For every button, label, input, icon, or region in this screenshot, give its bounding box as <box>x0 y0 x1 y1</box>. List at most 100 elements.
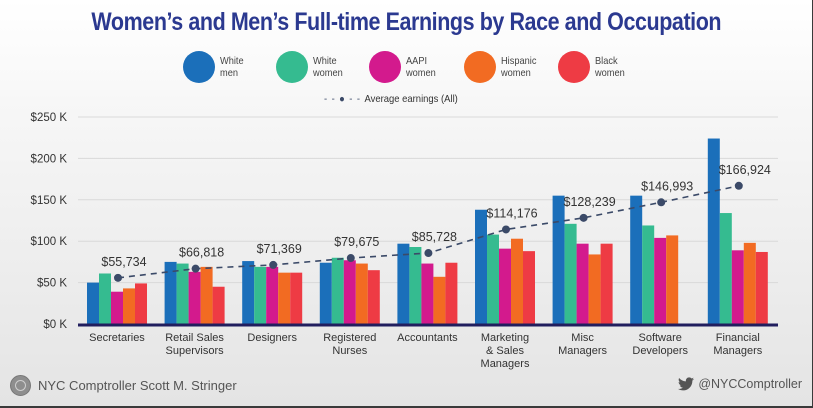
bar <box>511 238 523 324</box>
x-tick-label-line: & Sales <box>486 345 524 357</box>
x-tick-label: Registered Nurses <box>323 332 376 357</box>
bar <box>331 257 344 324</box>
bar <box>87 282 99 324</box>
legend-swatch-icon <box>464 51 496 83</box>
bar <box>588 254 601 324</box>
average-value-label: $166,924 <box>719 163 771 177</box>
x-tick-label-line: Accountants <box>397 332 458 344</box>
average-point <box>114 273 122 282</box>
x-tick-label: Retail Sales Supervisors <box>165 332 224 357</box>
legend-label: Black women <box>595 55 625 79</box>
chart-title: Women’s and Men’s Full-time Earnings by … <box>91 8 722 36</box>
y-tick-label: $50 K <box>37 278 67 290</box>
legend-label: White men <box>220 55 244 79</box>
legend-swatch-icon <box>369 51 401 83</box>
bar <box>242 261 255 324</box>
x-tick-label-line: Managers <box>481 358 530 370</box>
bar <box>499 248 511 324</box>
bar <box>630 195 643 324</box>
x-tick-label-line: Registered <box>323 332 376 344</box>
y-tick-label: $150 K <box>31 195 68 207</box>
bar-group <box>630 195 679 324</box>
bar <box>743 242 756 324</box>
average-point <box>502 225 510 234</box>
bar <box>278 272 291 324</box>
legend-label: AAPI women <box>406 55 436 79</box>
x-tick-label-line: Nurses <box>332 345 367 357</box>
bar <box>212 286 225 324</box>
bar-group <box>164 261 225 324</box>
bar <box>445 262 458 324</box>
bar <box>487 234 499 324</box>
x-tick-label-line: Managers <box>558 345 607 357</box>
average-value-label: $79,675 <box>334 235 379 249</box>
bar <box>290 272 303 324</box>
average-point <box>579 213 588 222</box>
average-value-label: $128,239 <box>564 195 616 209</box>
bar <box>433 276 446 324</box>
average-value-label: $66,818 <box>179 246 224 260</box>
legend-average-label: Average earnings (All) <box>364 93 458 105</box>
average-value-label: $85,728 <box>412 230 457 244</box>
legend-swatch-icon <box>276 51 308 83</box>
average-value-label: $71,369 <box>257 242 302 256</box>
average-point <box>269 260 278 269</box>
bar <box>719 213 732 324</box>
bar <box>319 262 332 324</box>
average-point <box>734 181 743 190</box>
x-tick-label-line: Developers <box>632 345 688 357</box>
bar <box>642 225 655 324</box>
bar <box>164 261 177 324</box>
bar <box>254 266 267 324</box>
bar <box>111 291 123 324</box>
footer-organization: NYC Comptroller Scott M. Stringer <box>10 374 237 396</box>
y-tick-label: $250 K <box>31 112 68 124</box>
x-tick-label-line: Financial <box>716 332 760 344</box>
bar <box>564 223 577 324</box>
bar <box>731 250 744 324</box>
bar <box>409 246 422 324</box>
bar <box>666 235 679 324</box>
bar <box>552 195 565 324</box>
bar <box>421 263 434 324</box>
x-tick-label-line: Designers <box>247 332 297 344</box>
footer-organization-name: NYC Comptroller Scott M. Stringer <box>38 377 237 393</box>
x-tick-label: Software Developers <box>632 332 688 357</box>
x-tick-label-line: Misc <box>571 332 594 344</box>
bar <box>475 209 487 324</box>
x-tick-label-line: Secretaries <box>89 332 145 344</box>
bar <box>523 251 535 324</box>
legend-swatch-icon <box>183 51 215 83</box>
bar <box>188 271 201 324</box>
y-tick-label: $0 K <box>43 319 67 331</box>
x-tick-label-line: Managers <box>713 345 762 357</box>
x-tick-label: Secretaries <box>89 332 145 344</box>
footer-twitter[interactable]: @NYCComptroller <box>678 377 802 391</box>
bar <box>397 243 410 324</box>
bar <box>654 237 667 324</box>
bar <box>135 283 147 324</box>
bar-group <box>475 209 535 324</box>
average-point <box>424 249 433 258</box>
x-tick-label-line: Software <box>638 332 681 344</box>
x-tick-label: Marketing & Sales Managers <box>481 332 530 370</box>
x-tick-label: Accountants <box>397 332 458 344</box>
bar-group <box>397 243 458 324</box>
average-value-label: $146,993 <box>641 179 693 193</box>
twitter-handle-link[interactable]: @NYCComptroller <box>698 377 802 391</box>
twitter-bird-icon <box>678 377 695 391</box>
average-value-label: $114,176 <box>486 206 537 220</box>
average-line-icon: - - ● - - <box>324 93 361 105</box>
bar <box>176 263 189 324</box>
bar <box>266 266 279 324</box>
bar-group <box>552 195 613 324</box>
bar <box>707 138 720 324</box>
x-tick-label-line: Marketing <box>481 332 529 344</box>
bar-group <box>707 138 768 324</box>
nyc-seal-icon <box>10 374 31 396</box>
bar <box>123 288 135 324</box>
average-point <box>346 254 355 263</box>
x-tick-label: Designers <box>247 332 297 344</box>
bar <box>200 266 213 324</box>
